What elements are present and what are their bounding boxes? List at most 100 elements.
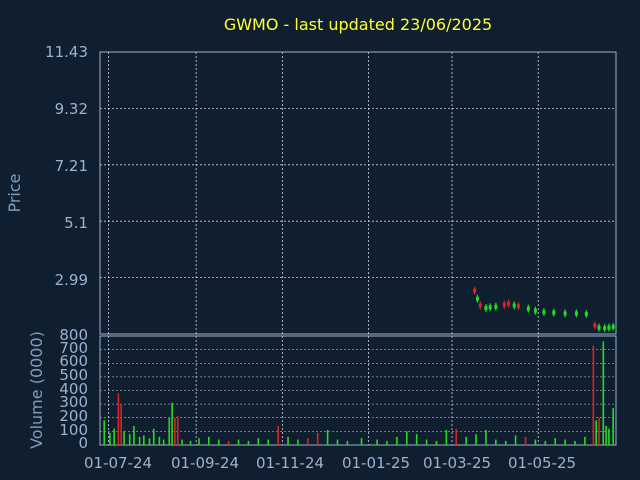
price-candle: [478, 303, 482, 308]
volume-bar: [176, 416, 179, 445]
volume-bar: [267, 439, 270, 445]
price-candle: [611, 324, 615, 329]
volume-y-tick: 300: [59, 393, 88, 411]
volume-bar: [117, 393, 120, 445]
volume-bar: [120, 404, 123, 445]
volume-bar: [123, 431, 125, 445]
volume-bar: [103, 420, 106, 445]
x-tick: 01-11-24: [256, 454, 324, 472]
volume-bar: [189, 440, 192, 445]
price-axis-label: Price: [5, 173, 24, 212]
volume-bar: [171, 402, 173, 445]
volume-y-tick: 0: [78, 434, 88, 452]
volume-bar: [227, 440, 230, 445]
volume-bar: [287, 436, 289, 445]
volume-bar: [152, 428, 155, 445]
volume-bar: [514, 435, 517, 445]
volume-bar: [386, 440, 388, 445]
volume-bar: [208, 436, 210, 445]
volume-bar: [504, 440, 507, 445]
volume-bar: [277, 425, 279, 445]
volume-bar: [425, 439, 428, 445]
price-y-tick: 7.21: [55, 157, 88, 175]
volume-bar: [584, 436, 586, 445]
volume-bar: [162, 439, 165, 445]
price-y-tick: 800: [59, 326, 88, 344]
volume-bar: [455, 428, 458, 445]
volume-bar: [198, 438, 200, 445]
price-candle: [502, 302, 506, 307]
volume-plot-frame: [99, 335, 617, 446]
price-candle: [488, 305, 492, 310]
price-candle: [516, 304, 520, 309]
volume-bar: [113, 428, 115, 445]
price-candle: [607, 325, 611, 330]
price-candle: [526, 306, 530, 311]
volume-bar: [360, 438, 363, 445]
volume-bar: [534, 439, 537, 445]
volume-y-tick: 100: [59, 421, 88, 439]
volume-bar: [109, 432, 111, 445]
price-candle: [533, 308, 537, 313]
volume-y-tick: 400: [59, 380, 88, 398]
price-candle: [512, 303, 516, 308]
price-candle: [563, 311, 567, 316]
volume-bar: [465, 436, 467, 445]
volume-bar: [316, 432, 319, 445]
volume-bar: [336, 439, 339, 445]
volume-bar: [405, 431, 408, 445]
volume-bar: [217, 439, 220, 445]
volume-bar: [574, 440, 576, 445]
volume-bar: [495, 439, 497, 445]
chart-title: GWMO - last updated 23/06/2025: [224, 15, 492, 34]
volume-bar: [128, 434, 131, 445]
price-y-tick: 5.1: [64, 214, 88, 232]
x-ticks: 01-07-24 01-09-24 01-11-24 01-01-25 01-0…: [84, 454, 576, 472]
volume-bar: [396, 436, 398, 445]
price-y-tick: 11.43: [45, 43, 88, 61]
volume-axis-label: Volume (0000): [27, 331, 46, 449]
volume-bar: [612, 408, 614, 445]
price-y-ticks: 11.43 9.32 7.21 5.1 2.99 800: [45, 43, 88, 344]
volume-bar: [297, 439, 299, 445]
price-y-tick: 9.32: [55, 100, 88, 118]
x-tick: 01-05-25: [508, 454, 576, 472]
volume-bar: [475, 434, 477, 445]
volume-bar: [445, 430, 448, 445]
price-candle: [552, 310, 556, 315]
price-y-tick: 2.99: [55, 271, 88, 289]
volume-series: [103, 341, 614, 445]
volume-bar: [524, 436, 527, 445]
volume-bar: [376, 439, 378, 445]
volume-bar: [158, 436, 161, 445]
volume-y-tick: 700: [59, 339, 88, 357]
price-candle: [484, 306, 488, 311]
price-candle: [475, 296, 479, 301]
volume-bar: [174, 417, 176, 445]
volume-bar: [138, 436, 141, 445]
volume-bar: [168, 417, 171, 445]
volume-bar: [602, 341, 605, 445]
volume-y-tick: 200: [59, 407, 88, 425]
volume-bar: [181, 439, 183, 445]
price-candle: [584, 311, 588, 316]
volume-bar: [415, 434, 418, 445]
price-candle: [574, 311, 578, 316]
volume-bar: [485, 430, 487, 445]
volume-bar: [435, 440, 438, 445]
price-plot-frame: [99, 51, 617, 335]
price-candle: [593, 323, 597, 328]
volume-bar: [605, 425, 607, 445]
volume-bar: [564, 439, 566, 445]
volume-bar: [307, 438, 309, 445]
volume-bar: [133, 425, 135, 445]
volume-y-tick: 500: [59, 366, 88, 384]
x-tick: 01-09-24: [171, 454, 239, 472]
volume-bar: [326, 430, 329, 445]
x-tick: 01-07-24: [84, 454, 152, 472]
volume-bar: [608, 428, 610, 445]
volume-bar: [346, 440, 349, 445]
